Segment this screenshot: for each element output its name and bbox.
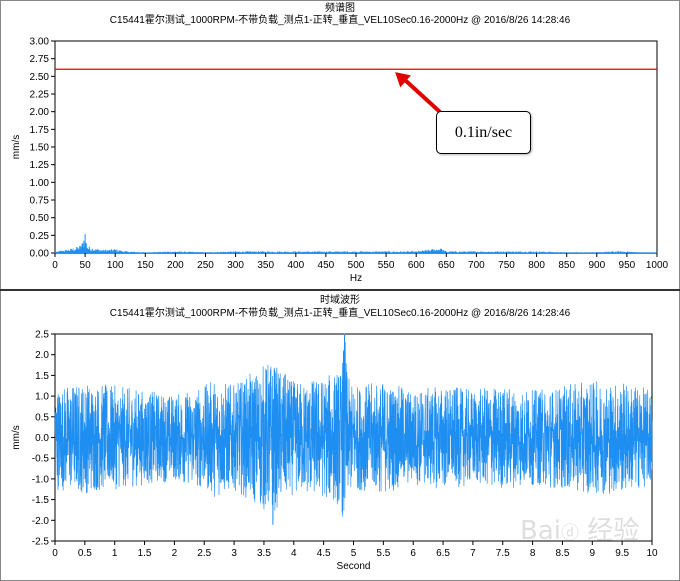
spectrum-subtitle: C15441霍尔测试_1000RPM-不带负载_测点1-正转_垂直_VEL10S… bbox=[109, 15, 571, 26]
waveform-y-tick-label: 0.5 bbox=[35, 412, 49, 423]
spectrum-x-tick-label: 450 bbox=[318, 260, 335, 271]
waveform-y-tick-label: -0.5 bbox=[32, 454, 50, 465]
spectrum-y-tick-label: 1.25 bbox=[30, 160, 50, 171]
spectrum-x-tick-label: 1000 bbox=[646, 260, 669, 271]
spectrum-x-tick-label: 850 bbox=[558, 260, 575, 271]
waveform-y-axis-label: mm/s bbox=[11, 425, 22, 449]
callout-annotation: 0.1in/sec bbox=[436, 111, 531, 154]
spectrum-x-tick-label: 950 bbox=[619, 260, 636, 271]
spectrum-title: 频谱图 bbox=[325, 3, 355, 14]
waveform-x-tick-label: 0.5 bbox=[78, 548, 92, 559]
waveform-x-tick-label: 1 bbox=[112, 548, 118, 559]
waveform-x-tick-label: 5.5 bbox=[376, 548, 390, 559]
spectrum-x-tick-label: 350 bbox=[257, 260, 274, 271]
waveform-title: 时域波形 bbox=[320, 295, 360, 306]
waveform-x-tick-label: 7 bbox=[470, 548, 476, 559]
waveform-x-tick-label: 8.5 bbox=[555, 548, 569, 559]
spectrum-x-tick-label: 400 bbox=[287, 260, 304, 271]
waveform-y-tick-label: 1.5 bbox=[35, 371, 49, 382]
waveform-x-tick-label: 9.5 bbox=[615, 548, 629, 559]
waveform-series-line bbox=[54, 333, 653, 525]
spectrum-y-tick-label: 1.75 bbox=[30, 125, 50, 136]
spectrum-x-tick-label: 650 bbox=[438, 260, 455, 271]
spectrum-x-axis-label: Hz bbox=[350, 273, 362, 284]
spectrum-x-tick-label: 100 bbox=[107, 260, 124, 271]
callout-arrow-shaft bbox=[403, 78, 442, 114]
waveform-panel: 时域波形 C15441霍尔测试_1000RPM-不带负载_测点1-正转_垂直_V… bbox=[0, 291, 680, 581]
spectrum-x-tick-label: 700 bbox=[468, 260, 485, 271]
waveform-x-tick-label: 6.5 bbox=[436, 548, 450, 559]
spectrum-y-tick-label: 0.00 bbox=[30, 249, 50, 260]
waveform-y-tick-label: -1.0 bbox=[32, 474, 50, 485]
spectrum-panel: 频谱图 C15441霍尔测试_1000RPM-不带负载_测点1-正转_垂直_VE… bbox=[0, 0, 680, 290]
spectrum-y-tick-label: 2.00 bbox=[30, 107, 50, 118]
spectrum-x-tick-label: 200 bbox=[167, 260, 184, 271]
spectrum-y-tick-label: 0.75 bbox=[30, 196, 50, 207]
waveform-x-tick-label: 2.5 bbox=[197, 548, 211, 559]
waveform-x-tick-label: 4 bbox=[291, 548, 297, 559]
spectrum-x-tick-label: 150 bbox=[137, 260, 154, 271]
waveform-y-tick-label: 2.5 bbox=[35, 330, 49, 341]
waveform-x-tick-label: 10 bbox=[646, 548, 658, 559]
spectrum-y-axis-label: mm/s bbox=[11, 135, 22, 159]
spectrum-plot-frame bbox=[54, 40, 658, 254]
panel-divider bbox=[0, 289, 680, 291]
spectrum-y-tick-label: 0.25 bbox=[30, 231, 50, 242]
waveform-y-tick-label: -1.5 bbox=[32, 495, 50, 506]
waveform-x-axis-label: Second bbox=[337, 561, 371, 572]
callout-arrow-head bbox=[395, 72, 411, 88]
waveform-chart: 0 0.5 1 1.5 2 2.5 3 3.5 4 4.5 5 5.5 6 6.5 7 7.5 8 8.5 9 9.5… bbox=[11, 330, 658, 573]
spectrum-y-tick-label: 0.50 bbox=[30, 213, 50, 224]
waveform-y-tick-label: 2.0 bbox=[35, 350, 49, 361]
waveform-x-tick-label: 7.5 bbox=[496, 548, 510, 559]
waveform-x-tick-label: 4.5 bbox=[317, 548, 331, 559]
waveform-subtitle: C15441霍尔测试_1000RPM-不带负载_测点1-正转_垂直_VEL10S… bbox=[109, 308, 571, 319]
waveform-x-tick-label: 0 bbox=[52, 548, 58, 559]
spectrum-x-tick-label: 50 bbox=[80, 260, 92, 271]
waveform-x-tick-label: 8 bbox=[530, 548, 536, 559]
waveform-y-tick-label: 1.0 bbox=[35, 392, 49, 403]
spectrum-x-tick-label: 600 bbox=[408, 260, 425, 271]
spectrum-y-tick-label: 2.75 bbox=[30, 54, 50, 65]
waveform-x-tick-label: 6 bbox=[410, 548, 416, 559]
waveform-y-tick-label: 0.0 bbox=[35, 433, 49, 444]
spectrum-series-line bbox=[54, 233, 658, 253]
waveform-y-tick-label: -2.0 bbox=[32, 516, 50, 527]
waveform-x-tick-label: 9 bbox=[590, 548, 596, 559]
spectrum-x-tick-label: 300 bbox=[227, 260, 244, 271]
spectrum-y-tick-label: 3.00 bbox=[30, 37, 50, 48]
spectrum-x-tick-label: 500 bbox=[348, 260, 365, 271]
waveform-x-tick-label: 5 bbox=[351, 548, 357, 559]
spectrum-x-tick-label: 550 bbox=[378, 260, 395, 271]
spectrum-y-tick-label: 2.50 bbox=[30, 72, 50, 83]
waveform-x-tick-label: 1.5 bbox=[138, 548, 152, 559]
spectrum-x-tick-label: 750 bbox=[498, 260, 515, 271]
spectrum-x-tick-label: 0 bbox=[52, 260, 58, 271]
waveform-y-tick-label: -2.5 bbox=[32, 537, 50, 548]
spectrum-y-tick-label: 1.50 bbox=[30, 143, 50, 154]
spectrum-y-tick-label: 2.25 bbox=[30, 90, 50, 101]
spectrum-x-tick-label: 250 bbox=[197, 260, 214, 271]
waveform-x-tick-label: 2 bbox=[172, 548, 178, 559]
waveform-x-tick-label: 3 bbox=[231, 548, 237, 559]
spectrum-y-tick-label: 1.00 bbox=[30, 178, 50, 189]
waveform-x-tick-label: 3.5 bbox=[257, 548, 271, 559]
spectrum-x-tick-label: 800 bbox=[528, 260, 545, 271]
spectrum-chart: 0 50 100 150 200 250 300 350 400 450 500 550 600 650 7… bbox=[11, 37, 669, 285]
spectrum-x-tick-label: 900 bbox=[588, 260, 605, 271]
